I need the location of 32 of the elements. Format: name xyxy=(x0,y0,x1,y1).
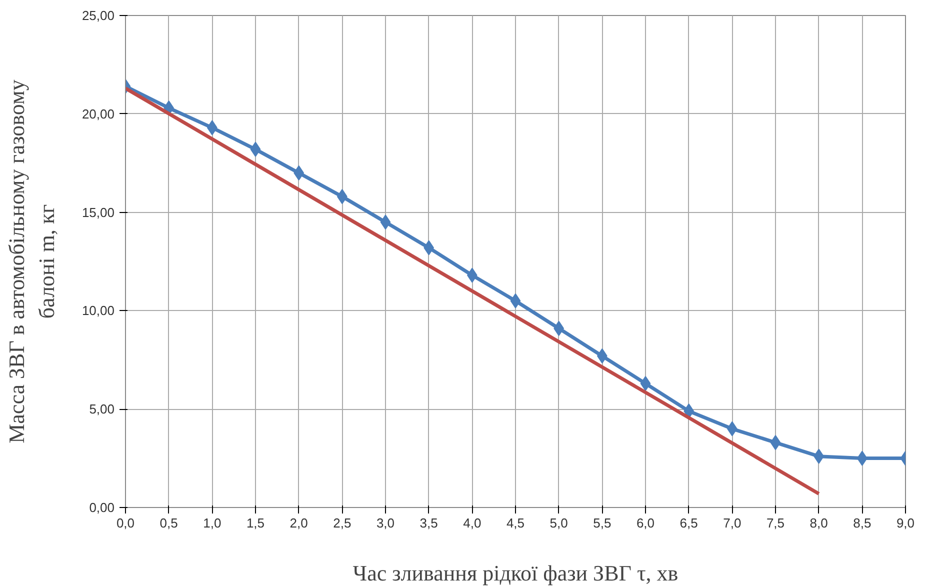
point xyxy=(380,214,391,230)
x-tick-label: 7,5 xyxy=(766,516,785,530)
x-tick-label: 3,5 xyxy=(420,516,438,530)
x-tick-label: 5,0 xyxy=(550,516,568,530)
x-tick-label: 4,0 xyxy=(463,516,482,530)
x-tick-label: 6,0 xyxy=(636,516,655,530)
x-tick-label: 5,5 xyxy=(593,516,612,530)
x-tick-label: 2,5 xyxy=(333,516,352,530)
y-tick-label: 20,00 xyxy=(82,106,115,122)
x-tick-label: 0,5 xyxy=(160,516,178,530)
x-tick-label: 1,0 xyxy=(203,516,222,530)
y-tick-label: 15,00 xyxy=(82,204,115,220)
point xyxy=(640,376,651,392)
point xyxy=(250,142,261,157)
point xyxy=(510,293,521,308)
y-tick-label: 25,00 xyxy=(82,8,115,23)
x-tick-label: 2,0 xyxy=(290,516,308,530)
point xyxy=(770,435,781,450)
x-tick-label: 6,5 xyxy=(680,516,698,530)
y-tick-label: 10,00 xyxy=(82,303,115,318)
y-axis-title: Масса ЗВГ в автомобільному газовому балоні m, кг xyxy=(4,80,59,444)
x-tick-label: 8,0 xyxy=(810,516,828,530)
x-tick-label: 8,5 xyxy=(853,516,872,530)
x-tick-label: 1,5 xyxy=(246,516,265,530)
y-tick-label: 5,00 xyxy=(89,402,115,417)
x-tick-label: 0,0 xyxy=(116,516,135,530)
x-axis-title: Час зливання рідкої фази ЗВГ τ, хв xyxy=(352,560,678,586)
x-tick-label: 7,0 xyxy=(723,516,742,530)
x-tick-label: 4,5 xyxy=(506,516,525,530)
y-tick-label: 0,00 xyxy=(89,500,115,515)
x-tick-label: 3,0 xyxy=(376,516,395,530)
x-tick-label: 9,0 xyxy=(896,516,915,530)
